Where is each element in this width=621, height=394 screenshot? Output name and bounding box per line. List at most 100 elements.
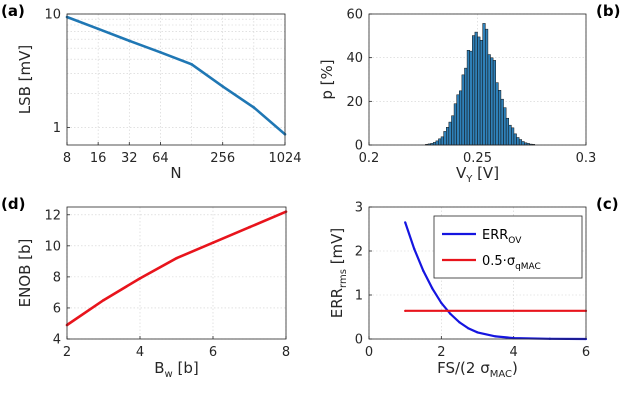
data-point <box>159 50 162 54</box>
axes-frame <box>66 13 286 146</box>
data-point <box>413 247 416 250</box>
panel-a: 8 16 32 64 256 1024 1 10 N LSB [mV] (a) <box>1 2 302 182</box>
x-tick-label: 1024 <box>268 151 301 166</box>
histogram-bar <box>461 74 465 146</box>
histogram-bar <box>446 127 450 146</box>
histogram-bar <box>459 90 463 146</box>
x-axis-label: N <box>170 164 181 182</box>
y-tick-label: 60 <box>346 8 363 23</box>
histogram-bar <box>474 31 478 146</box>
x-tick-label: 4 <box>136 345 144 360</box>
y-axis-label: p [%] <box>318 59 336 99</box>
histogram-bar <box>487 54 491 146</box>
histogram-bar <box>511 127 515 146</box>
data-point <box>476 331 479 334</box>
x-tick-label: 8 <box>282 345 290 360</box>
histogram-bar <box>482 23 486 146</box>
legend-box <box>433 215 583 279</box>
data-point <box>449 312 452 316</box>
data-point <box>458 321 461 324</box>
histogram-bar <box>443 131 447 146</box>
panel-label: (a) <box>1 2 25 20</box>
y-tick-label: 2 <box>355 245 363 260</box>
legend-entry: ERROV <box>482 228 522 246</box>
histogram-bar <box>505 117 509 146</box>
data-point <box>96 27 100 31</box>
histogram-bar <box>513 133 517 146</box>
y-axis-label: ERRrms [mV] <box>328 228 349 319</box>
histogram-bar <box>503 107 507 146</box>
histogram-bar <box>453 103 457 146</box>
histogram-bar <box>438 138 442 146</box>
histogram-bar <box>516 137 520 146</box>
y-tick-label: 1 <box>355 289 363 304</box>
data-point <box>211 241 215 245</box>
axes-frame <box>368 13 587 146</box>
data-point <box>221 85 225 88</box>
histogram-bar <box>472 35 476 146</box>
panel-c: 0 2 4 6 0 1 2 3 ERROV 0.5·σqMAC FS/(2 σMAC) ERRrms … <box>328 195 619 380</box>
histogram-bar <box>440 136 444 146</box>
legend-entry: 0.5·σqMAC <box>482 254 541 272</box>
x-tick-label: 0.2 <box>359 151 380 166</box>
x-tick-label: 0.25 <box>463 151 492 166</box>
histogram-bar <box>435 140 439 146</box>
series-line-lsb <box>66 15 286 136</box>
histogram-bar <box>464 67 468 146</box>
panel-b: 0.2 0.25 0.3 0 20 40 60 VY [V] p [%] (b) <box>318 2 620 185</box>
x-tick-label: 32 <box>121 151 138 166</box>
x-tick-label: 2 <box>63 345 71 360</box>
x-tick-label: 0.3 <box>576 151 597 166</box>
y-tick-label: 20 <box>346 95 363 110</box>
panel-label: (b) <box>596 2 620 20</box>
histogram-bar <box>508 124 512 146</box>
x-tick-label: 2 <box>437 345 445 360</box>
histogram-bar <box>485 28 489 146</box>
y-axis-label: LSB [mV] <box>16 45 34 115</box>
y-tick-label: 3 <box>355 201 363 216</box>
x-tick-label: 0 <box>365 345 373 360</box>
data-point <box>494 335 497 338</box>
x-axis-label: FS/(2 σMAC) <box>437 359 518 380</box>
y-tick-label: 10 <box>44 8 61 23</box>
y-tick-label: 12 <box>44 208 61 223</box>
y-tick-label: 10 <box>44 239 61 254</box>
data-point <box>404 221 407 224</box>
legend: ERROV 0.5·σqMAC <box>433 215 583 279</box>
y-tick-label: 6 <box>53 301 61 316</box>
histogram-bar <box>518 139 523 146</box>
axes-frame <box>66 206 287 340</box>
histogram-bar <box>500 98 504 146</box>
histogram-bar <box>451 115 455 146</box>
histogram-bar <box>521 141 525 146</box>
histogram-bar <box>466 50 470 146</box>
data-point <box>175 256 178 260</box>
y-tick-label: 8 <box>53 270 61 285</box>
data-point <box>431 287 434 290</box>
x-tick-label: 8 <box>63 151 71 166</box>
y-tick-label: 4 <box>53 333 61 348</box>
data-point <box>127 39 131 43</box>
axes-frame <box>368 206 587 340</box>
histogram-bar <box>479 40 483 146</box>
y-tick-label: 0 <box>355 139 363 154</box>
data-point <box>252 106 256 109</box>
y-tick-label: 0 <box>355 333 363 348</box>
data-point <box>138 277 142 280</box>
data-point <box>467 327 470 330</box>
histogram-bar <box>456 94 460 146</box>
panel-label: (c) <box>596 195 619 213</box>
y-axis-label: ENOB [b] <box>16 239 34 308</box>
histogram-bar <box>495 82 499 146</box>
histogram-bar <box>492 60 496 146</box>
x-tick-label: 64 <box>152 151 169 166</box>
data-point <box>102 298 105 302</box>
y-tick-label: 1 <box>53 121 61 136</box>
data-point <box>190 63 193 66</box>
y-tick-label: 40 <box>346 51 363 66</box>
histogram-bar <box>498 90 502 146</box>
x-tick-label: 4 <box>510 345 518 360</box>
panel-label: (d) <box>1 195 25 213</box>
